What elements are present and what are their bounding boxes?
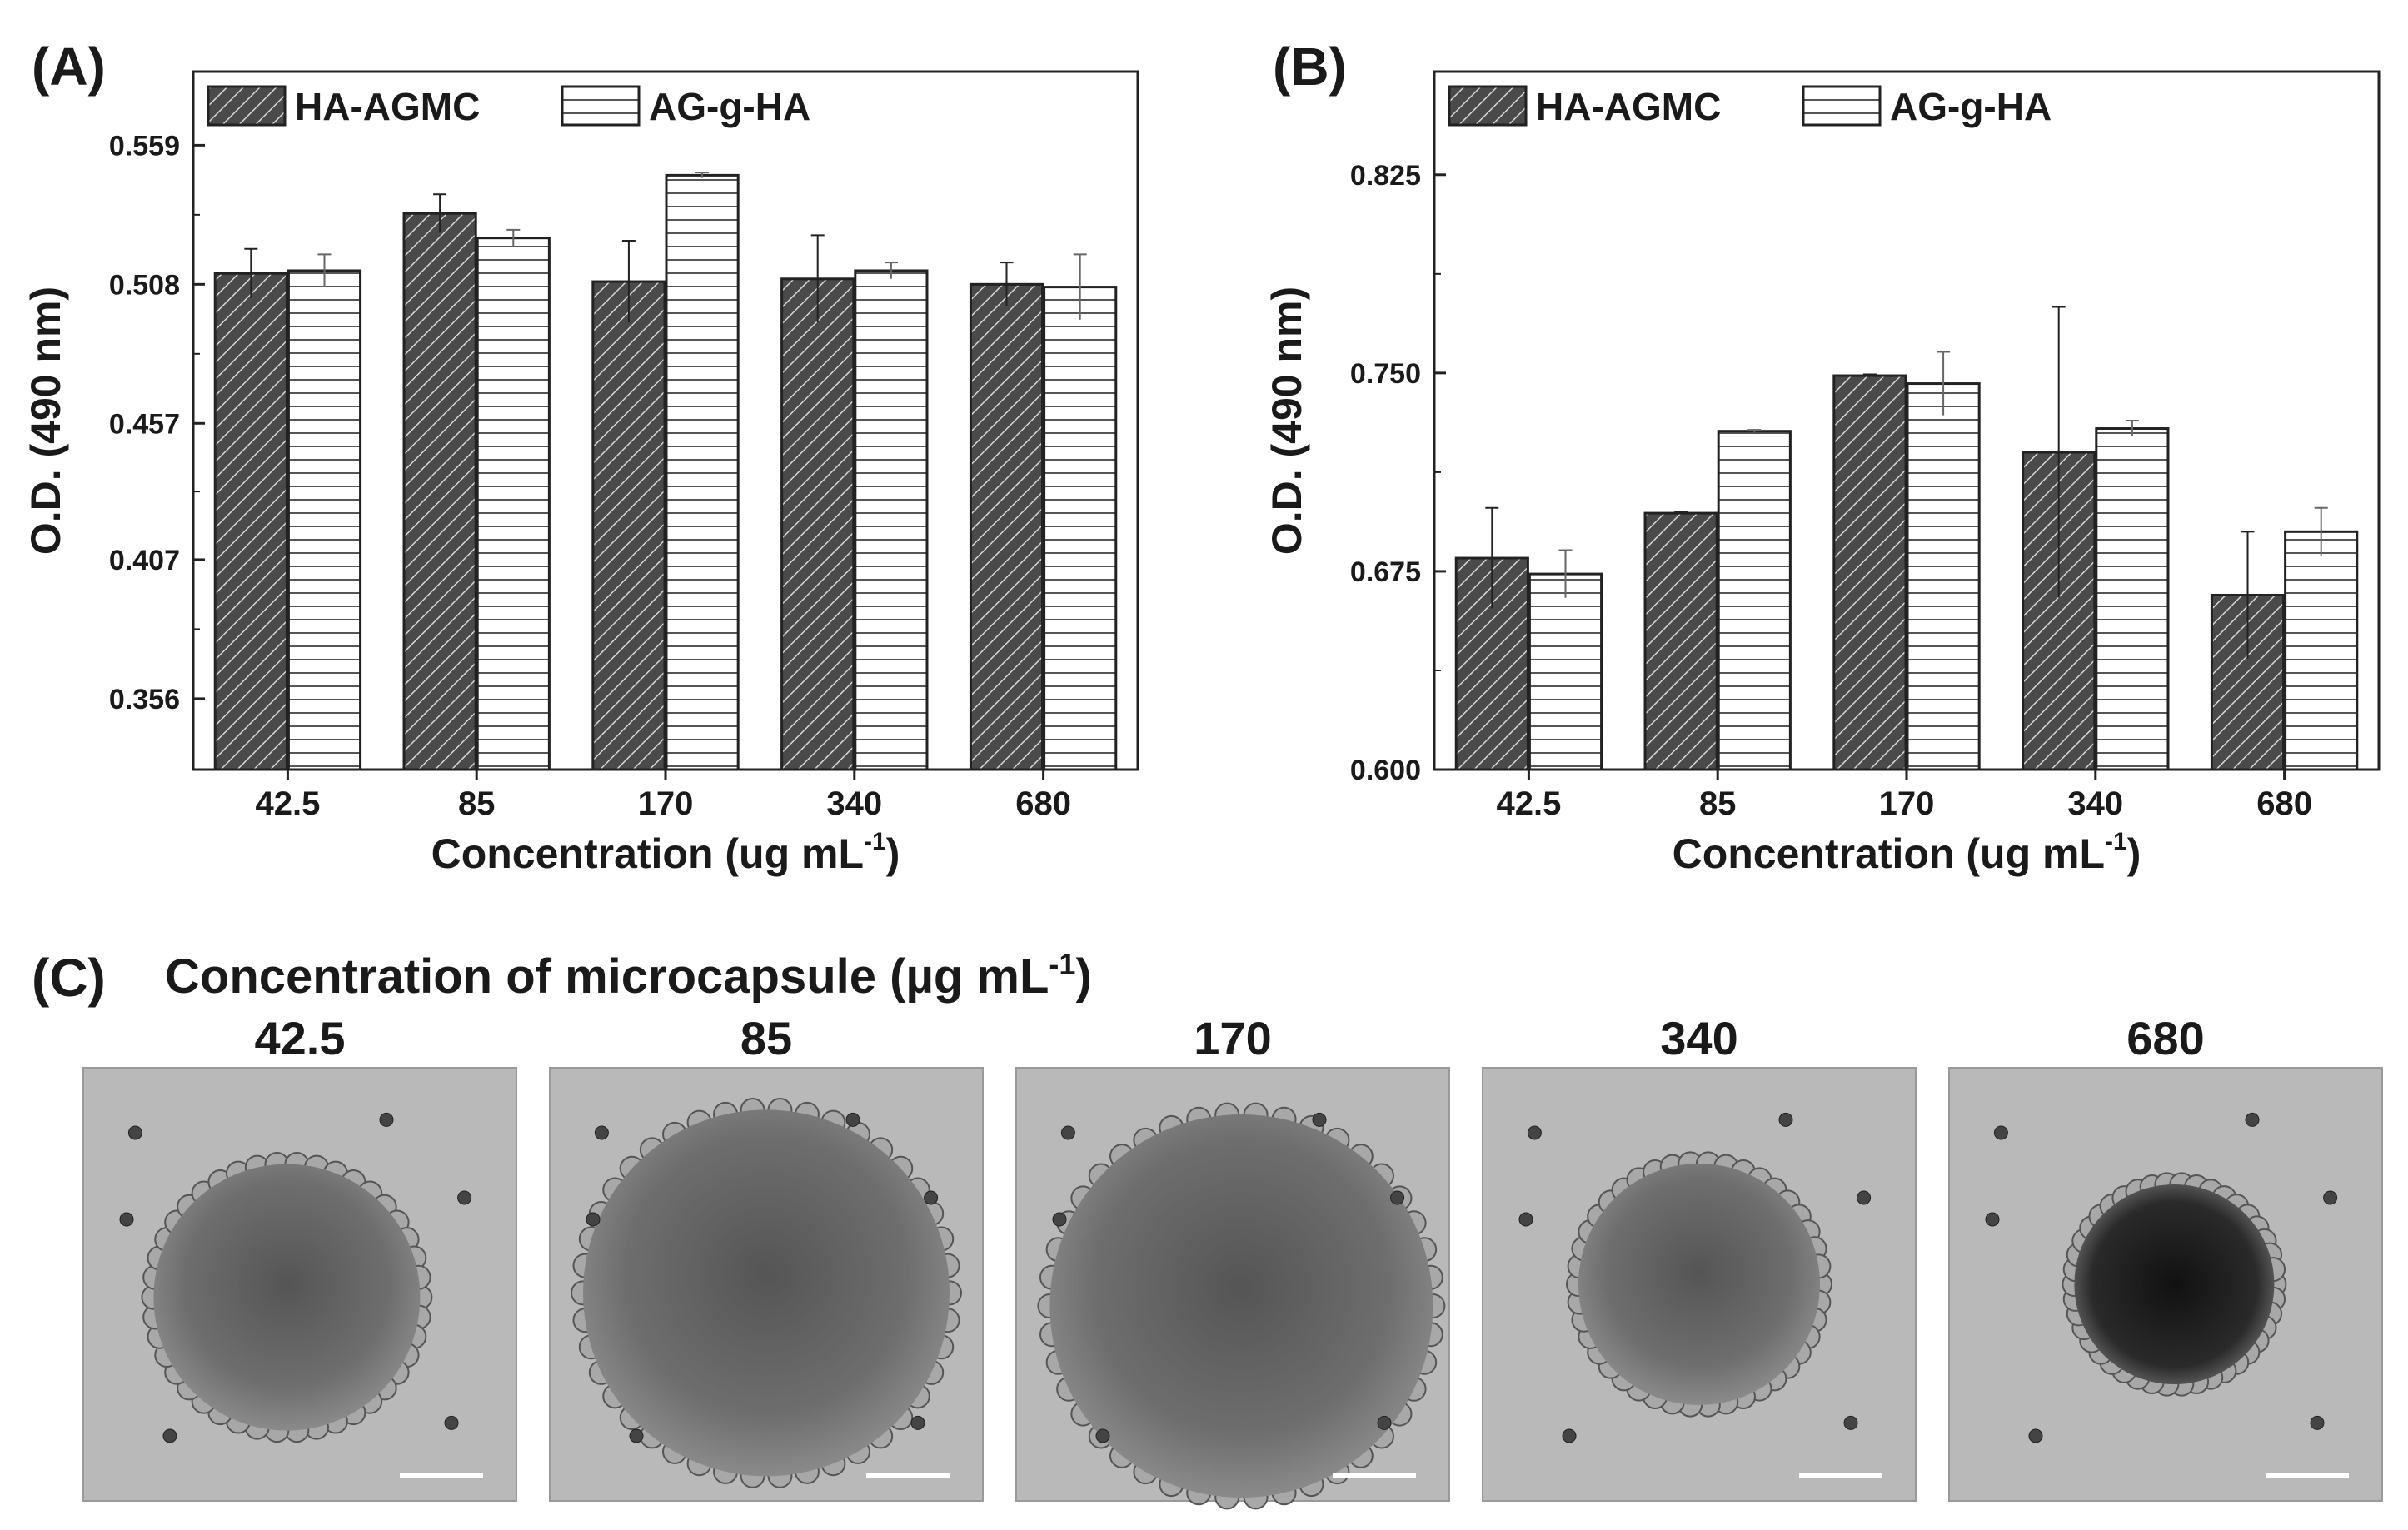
micrograph-label: 42.5 xyxy=(255,1012,346,1064)
x-tick-label: 85 xyxy=(1699,785,1737,822)
bar-ag-g-ha xyxy=(1906,382,1981,771)
x-axis-title-main: Concentration (ug mL xyxy=(1673,830,2105,877)
bar-ha-agmc xyxy=(402,212,477,771)
bar-ag-g-ha xyxy=(2284,530,2359,771)
y-tick-label: 0.600 xyxy=(1350,755,1421,786)
x-tick-label: 340 xyxy=(826,785,882,822)
x-tick-label: 680 xyxy=(2256,785,2312,822)
x-tick-label: 170 xyxy=(638,785,694,822)
bar-ag-g-ha xyxy=(665,173,740,771)
legend-swatch-ag-g-ha xyxy=(561,85,641,127)
y-tick-label: 0.356 xyxy=(109,684,180,715)
y-tick-label: 0.559 xyxy=(109,130,180,162)
bar-ag-g-ha xyxy=(854,269,929,771)
x-axis-title-end: ) xyxy=(886,830,900,877)
chart-b: 0.600 0.675 0.750 0.825 42.5 85 170 340 680 O.D. … xyxy=(1264,70,2381,877)
x-axis-title: Concentration (ug mL-1) xyxy=(431,828,900,877)
micrograph-title: Concentration of microcapsule (µg mL-1) xyxy=(165,947,1092,1004)
bar-ha-agmc xyxy=(1643,511,1718,771)
micrograph-label: 680 xyxy=(2126,1012,2204,1064)
micrograph-title-main: Concentration of microcapsule (µg mL xyxy=(165,949,1049,1004)
x-tick-label: 42.5 xyxy=(1496,785,1561,822)
bar-ag-g-ha xyxy=(1528,572,1603,771)
x-tick-label: 85 xyxy=(458,785,496,822)
micrograph-image xyxy=(1482,1067,1917,1502)
x-tick-label: 170 xyxy=(1879,785,1935,822)
y-axis-title: O.D. (490 nm) xyxy=(1264,287,1310,555)
bar-ha-agmc xyxy=(591,280,666,771)
y-tick-label: 0.825 xyxy=(1350,160,1421,192)
micrograph-label: 170 xyxy=(1194,1012,1271,1064)
legend-swatch-ag-g-ha xyxy=(1802,85,1882,127)
legend-label-ha-agmc: HA-AGMC xyxy=(1536,85,1721,128)
y-tick-label: 0.508 xyxy=(109,269,180,301)
bar-ag-g-ha xyxy=(1717,430,1792,771)
micrograph-title-sup: -1 xyxy=(1049,947,1075,981)
y-tick-label: 0.750 xyxy=(1350,358,1421,390)
micrograph-image xyxy=(549,1067,984,1502)
micrograph-image xyxy=(1015,1067,1450,1510)
bar-ag-g-ha xyxy=(1043,286,1118,771)
micrograph-image xyxy=(1948,1067,2383,1502)
micrograph-label: 85 xyxy=(740,1012,792,1064)
micrograph-title-end: ) xyxy=(1075,949,1091,1004)
legend-swatch-ha-agmc xyxy=(207,85,287,127)
legend-swatch-ha-agmc xyxy=(1448,85,1528,127)
micrograph-row: 42.5 85 170 340 680 xyxy=(82,1012,2383,1510)
x-tick-label: 340 xyxy=(2067,785,2123,822)
y-tick-label: 0.457 xyxy=(109,408,180,440)
y-tick-label: 0.407 xyxy=(109,545,180,576)
x-axis-title: Concentration (ug mL-1) xyxy=(1673,828,2141,877)
x-tick-label: 42.5 xyxy=(255,785,320,822)
panel-label-b: (B) xyxy=(1273,37,1347,97)
x-axis-title-sup: -1 xyxy=(864,828,886,855)
panel-label-c: (C) xyxy=(32,948,106,1008)
micrograph-image xyxy=(82,1067,517,1502)
x-axis-title-main: Concentration (ug mL xyxy=(431,830,864,877)
bar-ag-g-ha xyxy=(2095,427,2170,771)
x-axis-title-end: ) xyxy=(2127,830,2141,877)
y-tick-label: 0.675 xyxy=(1350,556,1421,588)
x-axis-title-sup: -1 xyxy=(2105,828,2127,855)
bar-ag-g-ha xyxy=(287,269,362,771)
legend-label-ag-g-ha: AG-g-HA xyxy=(649,85,810,128)
legend-label-ag-g-ha: AG-g-HA xyxy=(1890,85,2052,128)
panel-label-a: (A) xyxy=(32,37,106,97)
bar-ha-agmc xyxy=(969,282,1044,771)
x-tick-label: 680 xyxy=(1015,785,1071,822)
chart-a: 0.356 0.407 0.457 0.508 0.559 42.5 85 170 340 680… xyxy=(22,70,1139,877)
micrograph-label: 340 xyxy=(1660,1012,1737,1064)
bar-ha-agmc xyxy=(1832,374,1907,771)
bar-ha-agmc xyxy=(780,277,855,771)
bar-ag-g-ha xyxy=(476,237,551,771)
y-axis-title: O.D. (490 nm) xyxy=(22,287,69,555)
bar-ha-agmc xyxy=(213,272,288,771)
legend-label-ha-agmc: HA-AGMC xyxy=(295,85,480,128)
